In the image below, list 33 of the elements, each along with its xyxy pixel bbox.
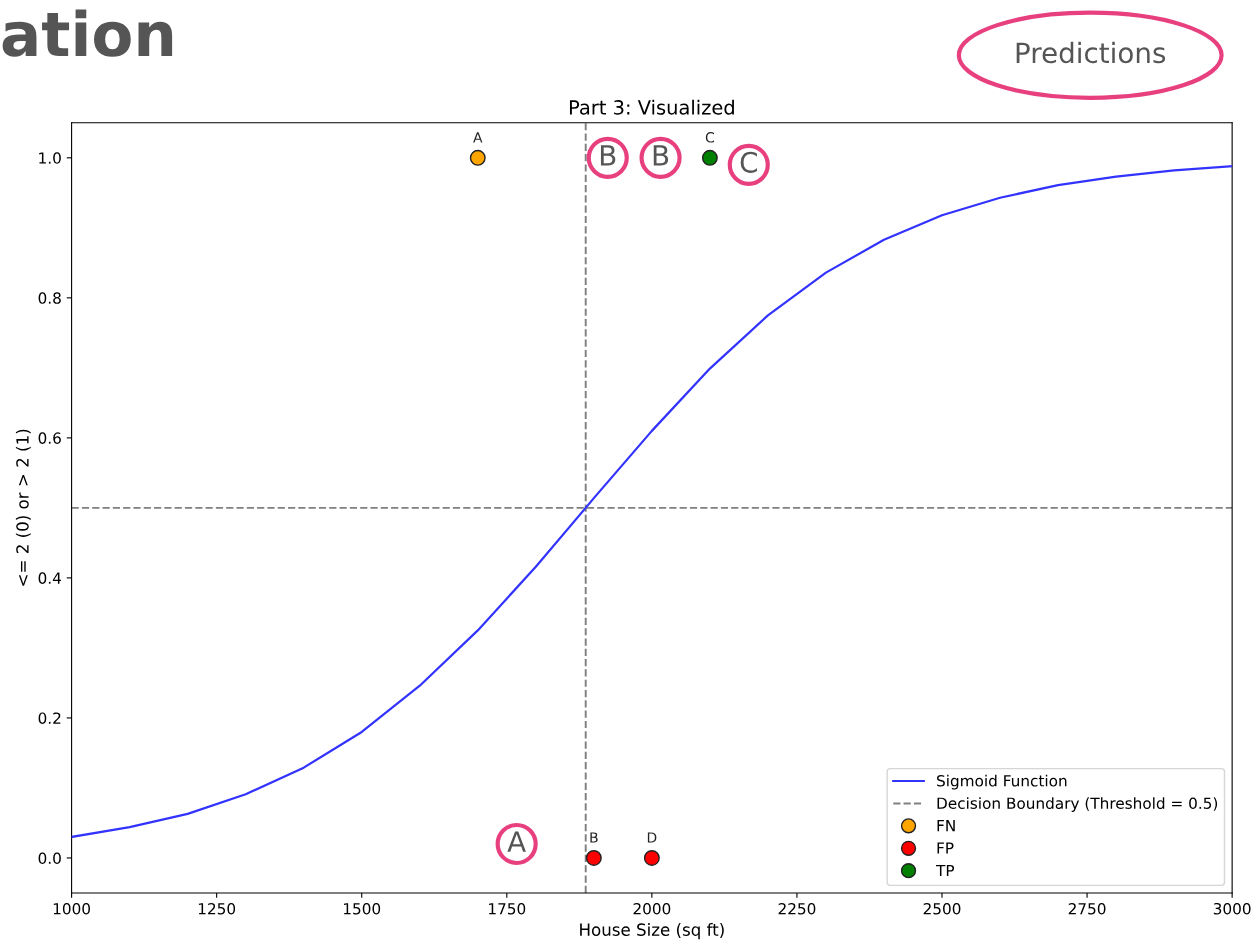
legend-label: FP xyxy=(937,842,954,854)
text: Predictions xyxy=(1016,41,1166,64)
text: ation xyxy=(2,9,173,57)
y-tick-label: 0.6 xyxy=(38,432,61,444)
legend-label: TP xyxy=(935,864,955,877)
annotation: B xyxy=(653,145,669,166)
data-label: B xyxy=(590,832,598,843)
legend-label: Decision Boundary (Threshold = 0.5) xyxy=(937,797,1218,812)
y-tick-label: 0.2 xyxy=(38,712,61,724)
y-tick-label: 0.8 xyxy=(38,292,61,304)
x-tick-label: 2000 xyxy=(633,902,671,915)
x-tick-label: 3000 xyxy=(1213,902,1251,915)
data-label: D xyxy=(647,832,657,843)
annotation: C xyxy=(740,151,757,173)
x-tick-label: 1000 xyxy=(53,902,91,915)
y-tick-label: 1.0 xyxy=(39,152,61,164)
x-tick-label: 1500 xyxy=(343,902,381,915)
x-tick-label: 2750 xyxy=(1068,902,1106,915)
x-tick-label: 2250 xyxy=(778,902,816,915)
x-tick-label: 1250 xyxy=(198,902,236,915)
x-axis-title: House Size (sq ft) xyxy=(580,923,724,940)
annotation: A xyxy=(507,831,526,852)
annotation: B xyxy=(600,145,616,166)
x-tick-label: 1750 xyxy=(489,902,526,915)
y-tick-label: 0.4 xyxy=(38,572,62,584)
data-label: A xyxy=(473,132,483,143)
legend-label: FN xyxy=(937,820,955,832)
data-label: C xyxy=(705,132,714,143)
y-tick-label: 0.0 xyxy=(38,852,61,864)
y-axis-title: <= 2 (0) or > 2 (1) xyxy=(15,429,31,586)
legend-label: Sigmoid Function xyxy=(937,774,1067,790)
x-tick-label: 2500 xyxy=(923,902,961,915)
chart-title: Part 3: Visualized xyxy=(569,99,734,115)
